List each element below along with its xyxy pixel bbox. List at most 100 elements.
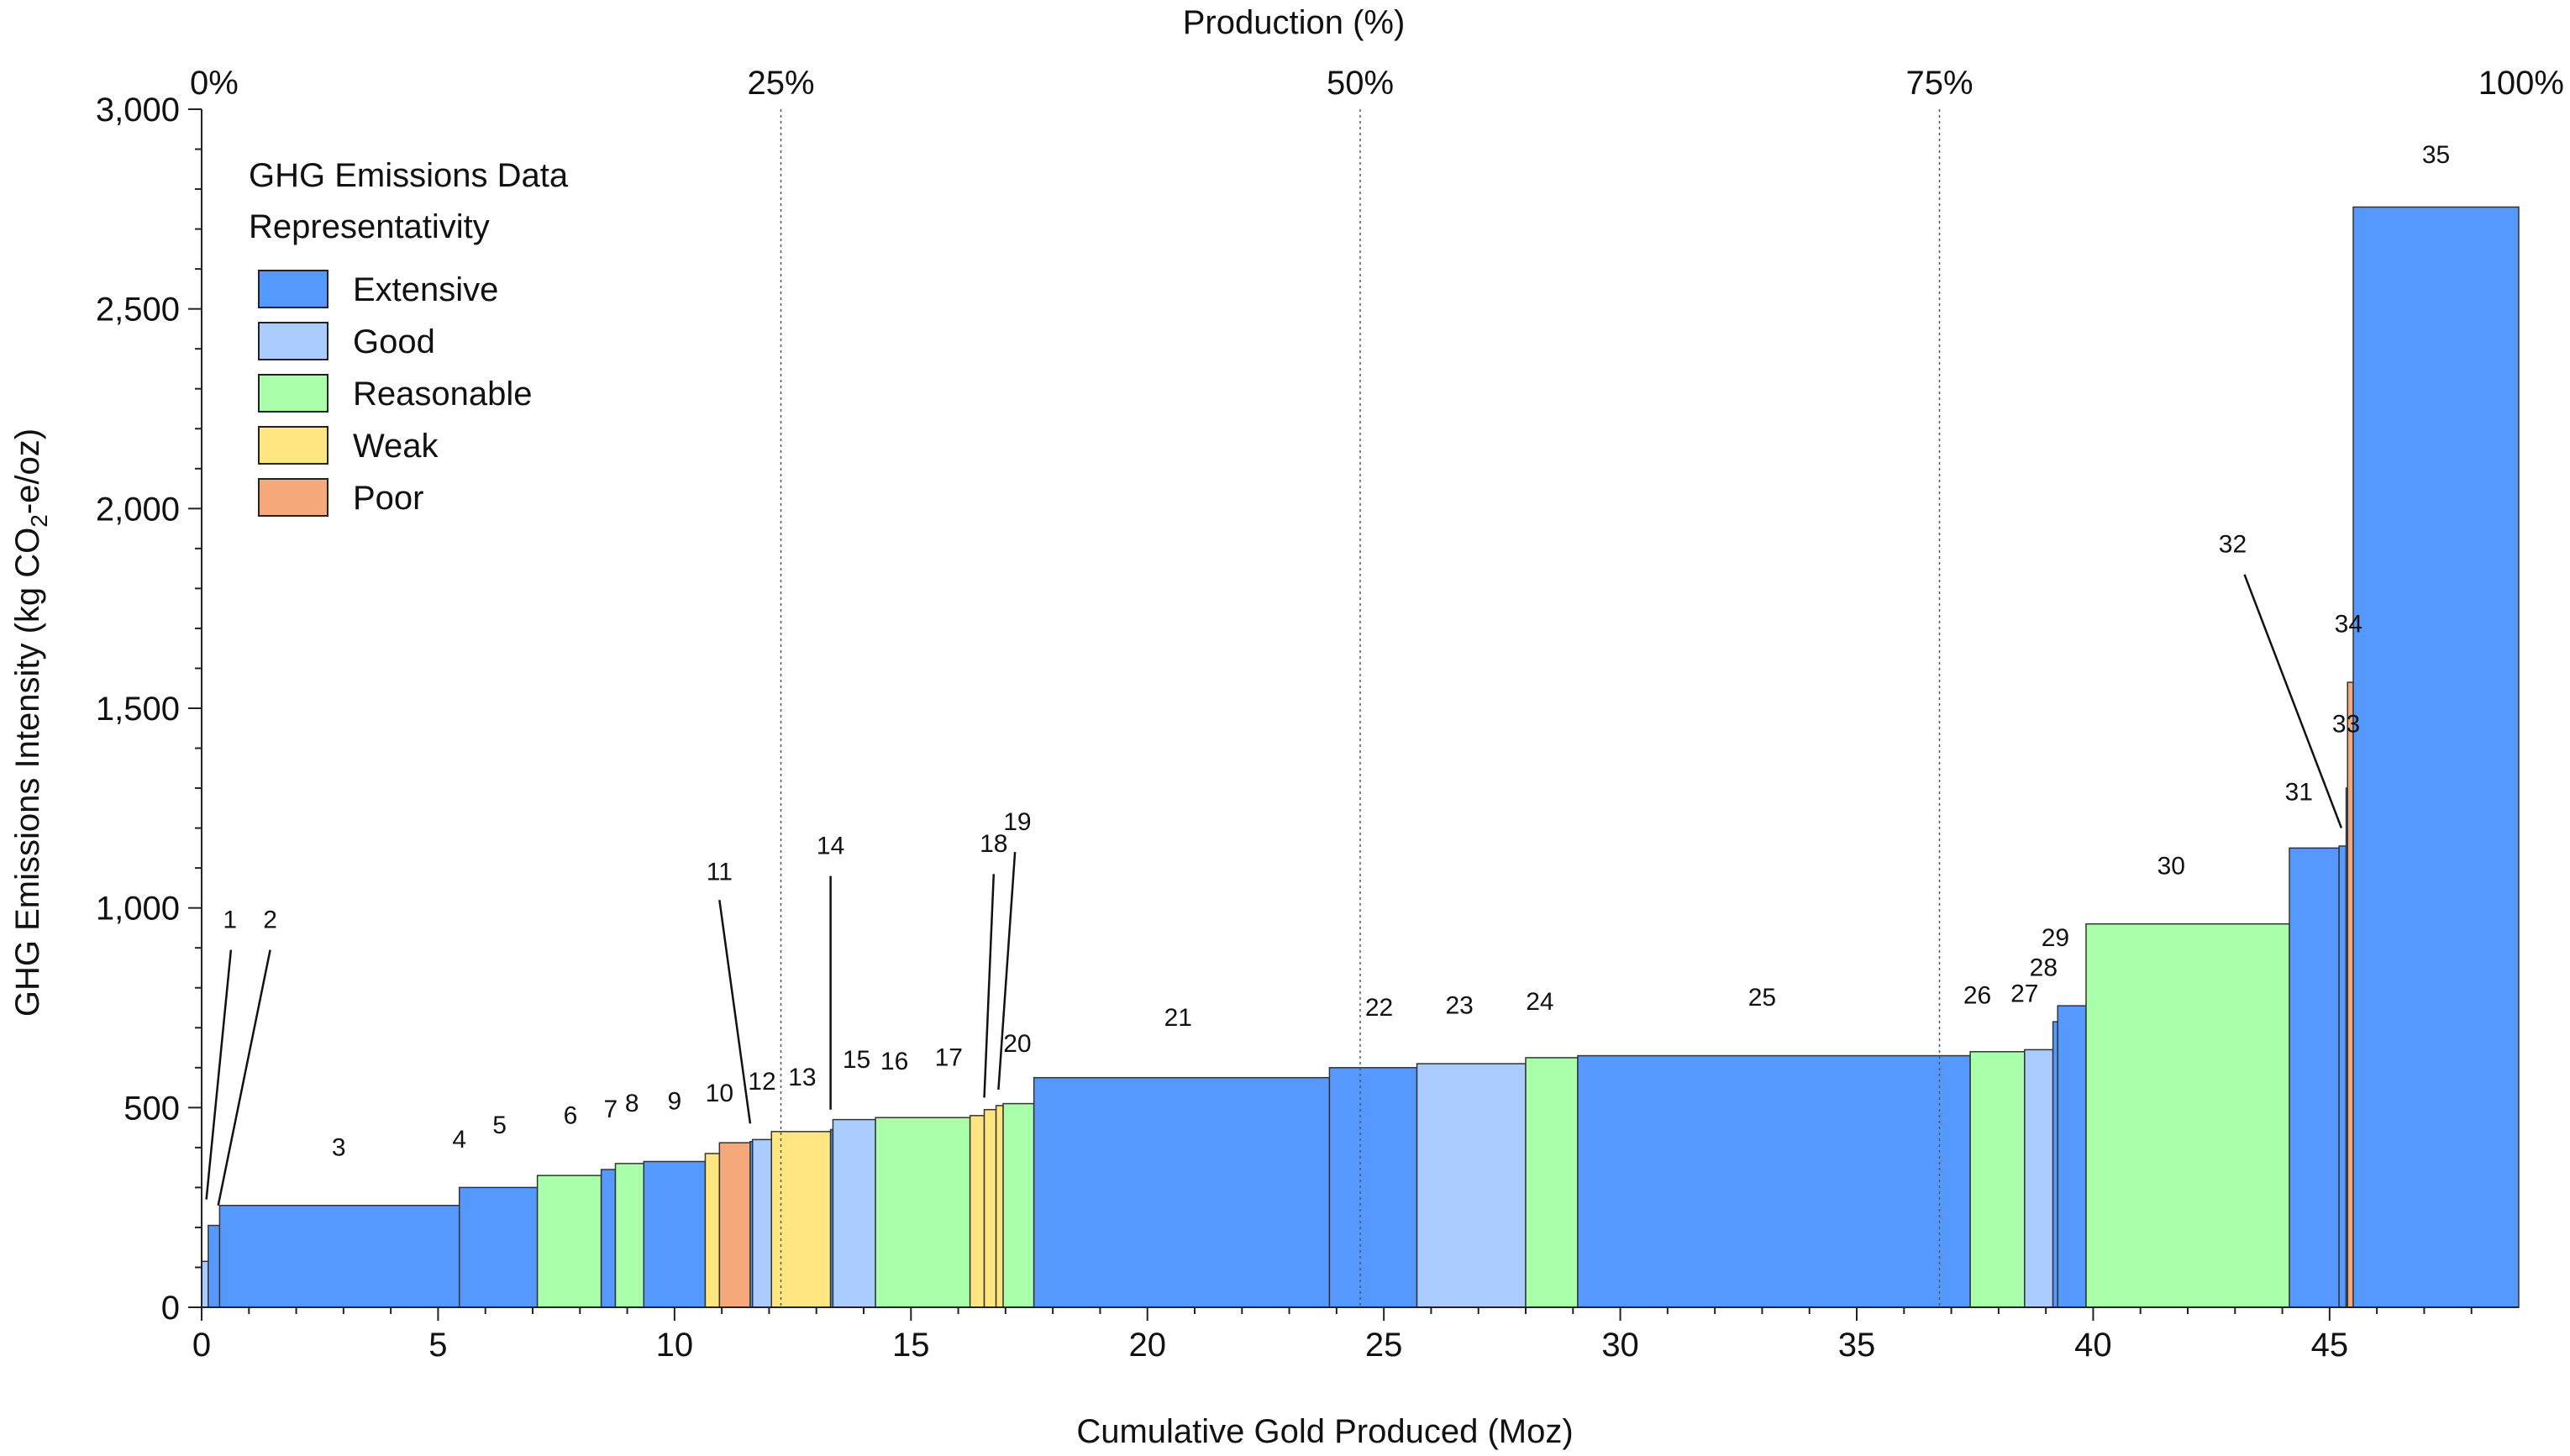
bar-12	[751, 1138, 772, 1308]
bar-30	[2085, 922, 2290, 1308]
bar-label-15: 15	[843, 1046, 870, 1074]
x-tick-label-0: 0	[192, 1327, 211, 1364]
y-tick-label-2500: 2,500	[96, 292, 180, 329]
x-tick-label-20: 20	[1128, 1327, 1166, 1364]
bar-16	[875, 1117, 971, 1308]
legend: GHG Emissions Data Representativity Exte…	[249, 157, 569, 517]
top-tick-label-1: 0%	[190, 65, 239, 102]
leader-line-18	[983, 874, 996, 1098]
bar-label-28: 28	[2030, 954, 2058, 981]
legend-title-line2: Representativity	[249, 208, 490, 245]
bar-4	[459, 1186, 539, 1308]
bar-2	[208, 1224, 221, 1308]
x-tick-label-45: 45	[2311, 1327, 2349, 1364]
bar-label-4: 4	[452, 1126, 466, 1154]
legend-swatch-good	[258, 322, 328, 360]
bar-label-30: 30	[2157, 852, 2185, 880]
bar-label-24: 24	[1526, 988, 1553, 1016]
bar-label-25: 25	[1748, 984, 1776, 1012]
bar-27	[2024, 1049, 2054, 1308]
bar-label-10: 10	[706, 1080, 733, 1107]
bars-layer	[201, 206, 2520, 1308]
bar-label-11: 11	[707, 858, 733, 886]
legend-title-line1: GHG Emissions Data	[249, 157, 569, 194]
bar-8	[643, 1160, 707, 1308]
bar-label-12: 12	[748, 1068, 775, 1096]
leader-line-1	[205, 949, 233, 1200]
x-tick-label-40: 40	[2074, 1327, 2112, 1364]
bar-label-21: 21	[1164, 1004, 1192, 1032]
legend-label-reasonable: Reasonable	[353, 376, 533, 413]
bar-9	[704, 1153, 721, 1308]
legend-swatch-weak	[258, 426, 328, 465]
bar-label-5: 5	[492, 1112, 507, 1139]
bar-15	[832, 1118, 876, 1308]
bar-29	[2057, 1005, 2087, 1308]
leader-line-2	[217, 949, 271, 1206]
legend-entries: Extensive Good Reasonable Weak Poor	[258, 270, 533, 517]
legend-label-poor: Poor	[353, 480, 424, 517]
bar-label-26: 26	[1963, 982, 1991, 1010]
bar-label-31: 31	[2285, 778, 2313, 806]
bar-7	[614, 1163, 645, 1308]
bar-label-29: 29	[2042, 924, 2069, 952]
x-tick-label-30: 30	[1601, 1327, 1639, 1364]
bar-label-20: 20	[1003, 1030, 1031, 1058]
bar-label-19: 19	[1003, 808, 1031, 836]
bar-label-7: 7	[604, 1096, 618, 1123]
y-axis-title-main: GHG Emissions Intensity (kg CO	[9, 528, 46, 1017]
bar-28	[2052, 1021, 2058, 1308]
bar-34	[2347, 681, 2354, 1308]
bar-label-17: 17	[935, 1043, 963, 1071]
bar-23	[1416, 1063, 1527, 1308]
x-tick-label-15: 15	[892, 1327, 930, 1364]
y-tick-label-1000: 1,000	[96, 891, 180, 928]
bar-32	[2338, 845, 2347, 1308]
y-axis-title-subscript: 2	[26, 514, 52, 528]
legend-label-good: Good	[353, 323, 435, 360]
bar-label-3: 3	[332, 1133, 346, 1161]
bar-label-1: 1	[223, 906, 237, 933]
bar-5	[536, 1175, 602, 1308]
bar-label-22: 22	[1365, 994, 1393, 1022]
legend-swatch-poor	[258, 478, 328, 517]
bar-label-6: 6	[564, 1101, 578, 1129]
top-tick-label-3: 50%	[1327, 65, 1394, 102]
y-axis-title: GHG Emissions Intensity (kg CO2-e/oz)	[9, 428, 52, 1017]
bar-label-16: 16	[880, 1048, 908, 1075]
x-tick-label-35: 35	[1838, 1327, 1876, 1364]
top-tick-label-2: 25%	[747, 65, 814, 102]
x-tick-label-5: 5	[428, 1327, 447, 1364]
bar-label-14: 14	[817, 832, 844, 859]
bar-6	[600, 1169, 617, 1308]
bar-label-27: 27	[2010, 980, 2038, 1007]
leader-lines	[205, 574, 2343, 1206]
bar-26	[1969, 1051, 2026, 1308]
bar-label-8: 8	[625, 1090, 639, 1117]
legend-swatch-reasonable	[258, 374, 328, 413]
bar-19	[995, 1105, 1004, 1308]
bar-18	[983, 1108, 997, 1308]
bar-3	[218, 1205, 460, 1308]
y-tick-label-0: 0	[161, 1290, 180, 1327]
bar-21	[1033, 1076, 1331, 1308]
bar-label-23: 23	[1446, 992, 1474, 1020]
bar-1	[201, 1260, 209, 1308]
x-axis-title: Cumulative Gold Produced (Moz)	[1076, 1413, 1573, 1450]
legend-label-extensive: Extensive	[353, 271, 498, 308]
leader-line-19	[997, 852, 1017, 1091]
bar-label-13: 13	[788, 1064, 816, 1091]
legend-swatch-extensive	[258, 270, 328, 308]
y-tick-label-1500: 1,500	[96, 691, 180, 728]
bar-label-35: 35	[2422, 141, 2450, 169]
top-tick-label-4: 75%	[1905, 65, 1973, 102]
bar-25	[1577, 1054, 1971, 1308]
bar-label-34: 34	[2335, 611, 2362, 639]
secondary-x-axis-title: Production (%)	[1183, 4, 1406, 41]
bar-10	[718, 1142, 751, 1308]
bar-31	[2289, 847, 2340, 1308]
bar-20	[1002, 1102, 1035, 1308]
